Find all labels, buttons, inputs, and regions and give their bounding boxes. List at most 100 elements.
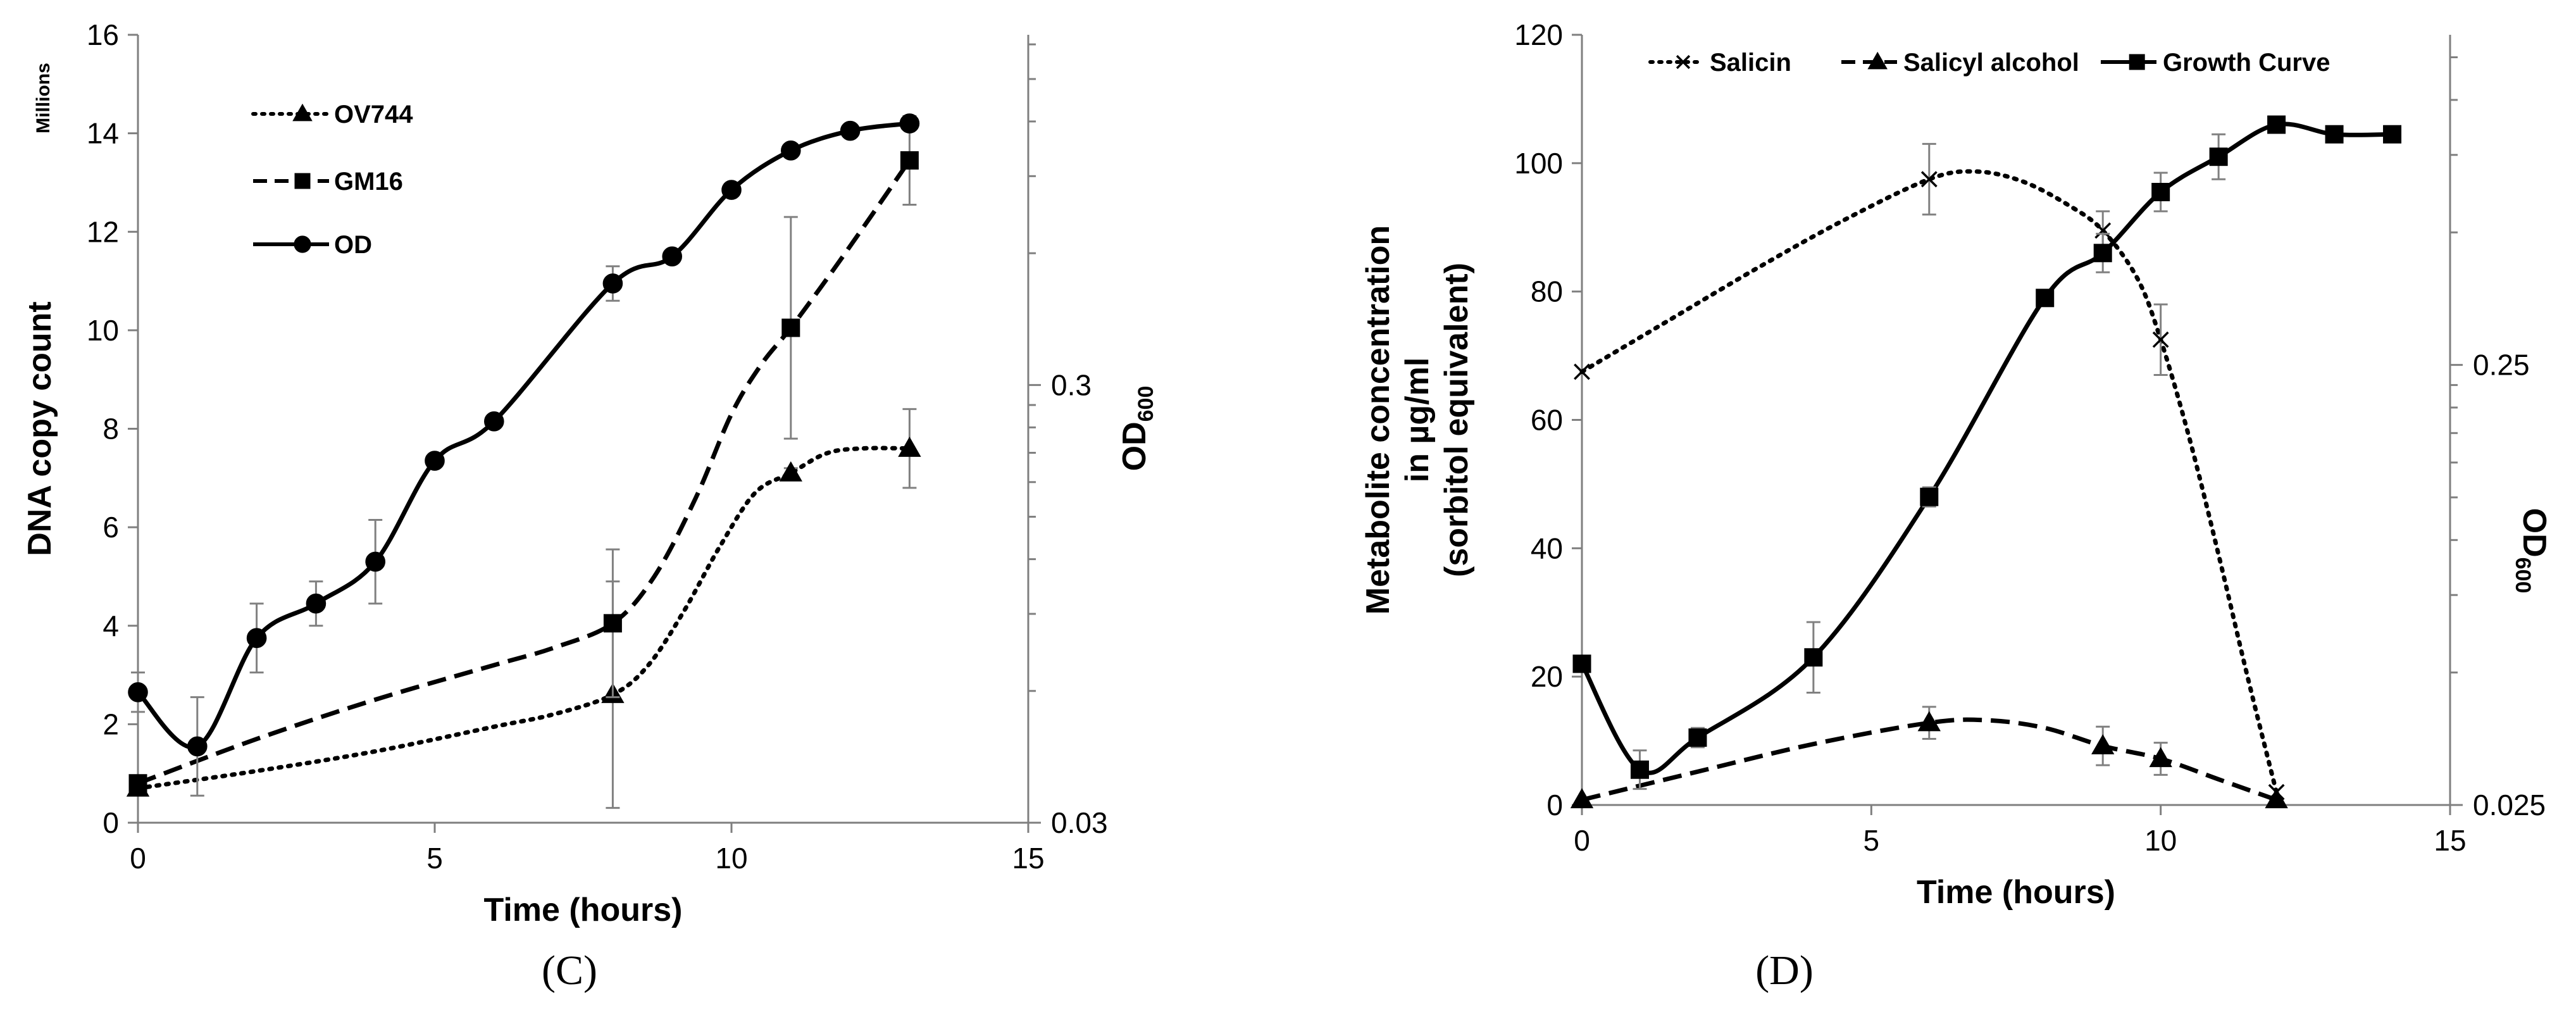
chart-d-salicin-line	[1579, 169, 2279, 795]
chart-d-growth-curve-point	[2325, 125, 2344, 144]
chart-c-legend: OV744 GM16 OD	[251, 101, 413, 259]
chart-d-salicyl-alcohol-point	[2265, 788, 2288, 809]
chart-d-growth-curve-line	[1579, 122, 2392, 775]
chart-c-legend-gm16-label: GM16	[334, 168, 403, 196]
chart-c-gm16-point	[128, 774, 147, 793]
chart-c-od-point	[484, 411, 504, 432]
chart-c-y2-axis-title-main: OD	[1116, 421, 1153, 471]
chart-c-gm16-point	[781, 318, 800, 337]
chart-d-y-axis-title-line: in µg/ml	[1399, 358, 1436, 483]
chart-c-y2-axis-title-sub: 600	[1134, 386, 1158, 422]
chart-c-od-point	[899, 113, 920, 134]
chart-d-salicyl-alcohol-point	[2091, 734, 2115, 754]
chart-c-legend-ov744-label: OV744	[334, 101, 413, 128]
chart-c-ov744-line	[135, 446, 912, 791]
chart-d-series-salicyl-alcohol	[1570, 706, 2288, 809]
chart-d-growth-curve-point	[1630, 760, 1649, 779]
chart-d-y2-tick-label: 0.25	[2473, 349, 2530, 382]
chart-c-legend-ov744-marker	[292, 103, 313, 122]
chart-d-x-tick-label: 5	[1864, 824, 1880, 857]
chart-d-growth-curve-point	[1572, 654, 1591, 673]
chart-c-y2-axis-title: OD600	[1116, 386, 1158, 471]
chart-d-growth-curve-point	[1920, 487, 1939, 506]
chart-c-y-axis-title: DNA copy count	[22, 301, 58, 556]
chart-d-salicyl-alcohol-point	[1570, 788, 1594, 809]
chart-d-y-tick-label: 120	[1514, 18, 1563, 51]
chart-d-salicyl-alcohol-point	[1917, 711, 1941, 732]
chart-d-salicyl-alcohol-line	[1581, 717, 2277, 802]
chart-d-growth-curve-point	[2267, 115, 2286, 134]
chart-c-od-point	[602, 273, 623, 294]
chart-c-gm16-line	[137, 159, 912, 786]
chart-d-y-tick-label: 40	[1531, 532, 1563, 565]
chart-c-od-point	[187, 736, 208, 757]
chart-c-od-point	[306, 593, 327, 614]
chart-c-x-axis-title: Time (hours)	[484, 892, 683, 928]
chart-d-y-axis-title-line: Metabolite concentration	[1360, 225, 1397, 615]
chart-c-y-tick-label: 16	[87, 18, 119, 51]
chart-d-legend-salicyl-alcohol-marker	[1867, 51, 1888, 70]
chart-d-y-tick-label: 100	[1514, 147, 1563, 180]
chart-d-growth-curve-point	[2383, 125, 2402, 144]
chart-c-legend-od-label: OD	[334, 231, 372, 259]
chart-c-od-point	[365, 551, 386, 572]
chart-c-series-ov744	[126, 408, 921, 809]
panel-label-d: (D)	[1755, 947, 1814, 994]
chart-c-x-tick-label: 10	[715, 842, 747, 875]
chart-d-x-tick-label: 0	[1574, 824, 1590, 857]
chart-c-legend-gm16-marker	[294, 173, 311, 189]
chart-c-y2-tick-label: 0.3	[1051, 368, 1092, 401]
chart-c-y2-tick-label: 0.03	[1051, 806, 1108, 839]
chart-d-series-salicin	[1574, 142, 2285, 801]
chart-d-y2-tick-label: 0.025	[2473, 789, 2546, 821]
chart-d-y2-axis-title-sub: 600	[2511, 558, 2535, 594]
chart-c-gm16-point	[900, 151, 919, 170]
chart-c-x-tick-label: 0	[130, 842, 146, 875]
chart-d-legend-salicin-marker	[1676, 54, 1691, 70]
chart-d-salicin-point	[1574, 363, 1590, 380]
chart-d-y-axis-title: Metabolite concentrationin µg/ml(sorbito…	[1360, 225, 1475, 615]
chart-c-y-tick-label: 6	[103, 511, 119, 544]
chart-c-ov744-point	[779, 461, 802, 482]
chart-d-y-tick-label: 80	[1531, 275, 1563, 308]
chart-c-y-tick-label: 12	[87, 215, 119, 248]
chart-d-legend-growth-curve-label: Growth Curve	[2163, 49, 2330, 77]
chart-c-y-tick-label: 0	[103, 806, 119, 839]
chart-c-gm16-point	[603, 614, 622, 633]
chart-d-growth-curve-point	[2036, 289, 2055, 308]
chart-d-y-axis-title-line: (sorbitol equivalent)	[1438, 263, 1475, 577]
chart-d-growth-curve-point	[1804, 648, 1823, 667]
chart-d-salicin-point	[2152, 331, 2169, 348]
chart-d-legend: Salicin Salicyl alcohol Growth Curve	[1648, 49, 2330, 77]
chart-c-x-tick-label: 15	[1012, 842, 1044, 875]
chart-d-growth-curve-point	[2151, 182, 2170, 201]
chart-c-y-unit-note: Millions	[33, 63, 54, 134]
chart-d-growth-curve-point	[2209, 147, 2228, 166]
chart-d-y-tick-label: 20	[1531, 660, 1563, 693]
chart-c-series-od	[128, 113, 920, 797]
chart-d-y2-axis-title-main: OD	[2516, 508, 2553, 558]
chart-d-x-tick-label: 15	[2434, 824, 2466, 857]
chart-c-od-point	[246, 628, 267, 649]
chart-d: 0 5 10 15 0 20 40 60 80 100 120 0.025 0.25 Time (hour…	[1360, 18, 2553, 911]
chart-d-y2-axis-title: OD600	[2511, 508, 2553, 594]
chart-d-legend-salicyl-alcohol-label: Salicyl alcohol	[1903, 49, 2079, 77]
chart-c-od-point	[128, 682, 148, 702]
chart-c-y-tick-label: 8	[103, 413, 119, 446]
chart-d-legend-growth-curve-marker	[2129, 54, 2145, 70]
chart-d-x-tick-label: 10	[2144, 824, 2177, 857]
chart-c-y-tick-label: 14	[87, 117, 119, 150]
chart-c-od-point	[781, 140, 801, 161]
chart-c-od-point	[840, 120, 861, 141]
chart-d-growth-curve-point	[2093, 244, 2112, 263]
chart-d-series-growth-curve	[1572, 115, 2402, 790]
chart-d-x-axis-title: Time (hours)	[1917, 874, 2115, 911]
chart-d-legend-salicin-label: Salicin	[1710, 49, 1791, 77]
chart-c-y-tick-label: 2	[103, 708, 119, 740]
chart-d-y-tick-label: 60	[1531, 404, 1563, 437]
chart-d-salicin-point	[2094, 222, 2112, 239]
chart-d-salicyl-alcohol-point	[2149, 747, 2172, 768]
chart-d-y-tick-label: 0	[1546, 789, 1563, 821]
chart-c-od-point	[662, 246, 682, 266]
